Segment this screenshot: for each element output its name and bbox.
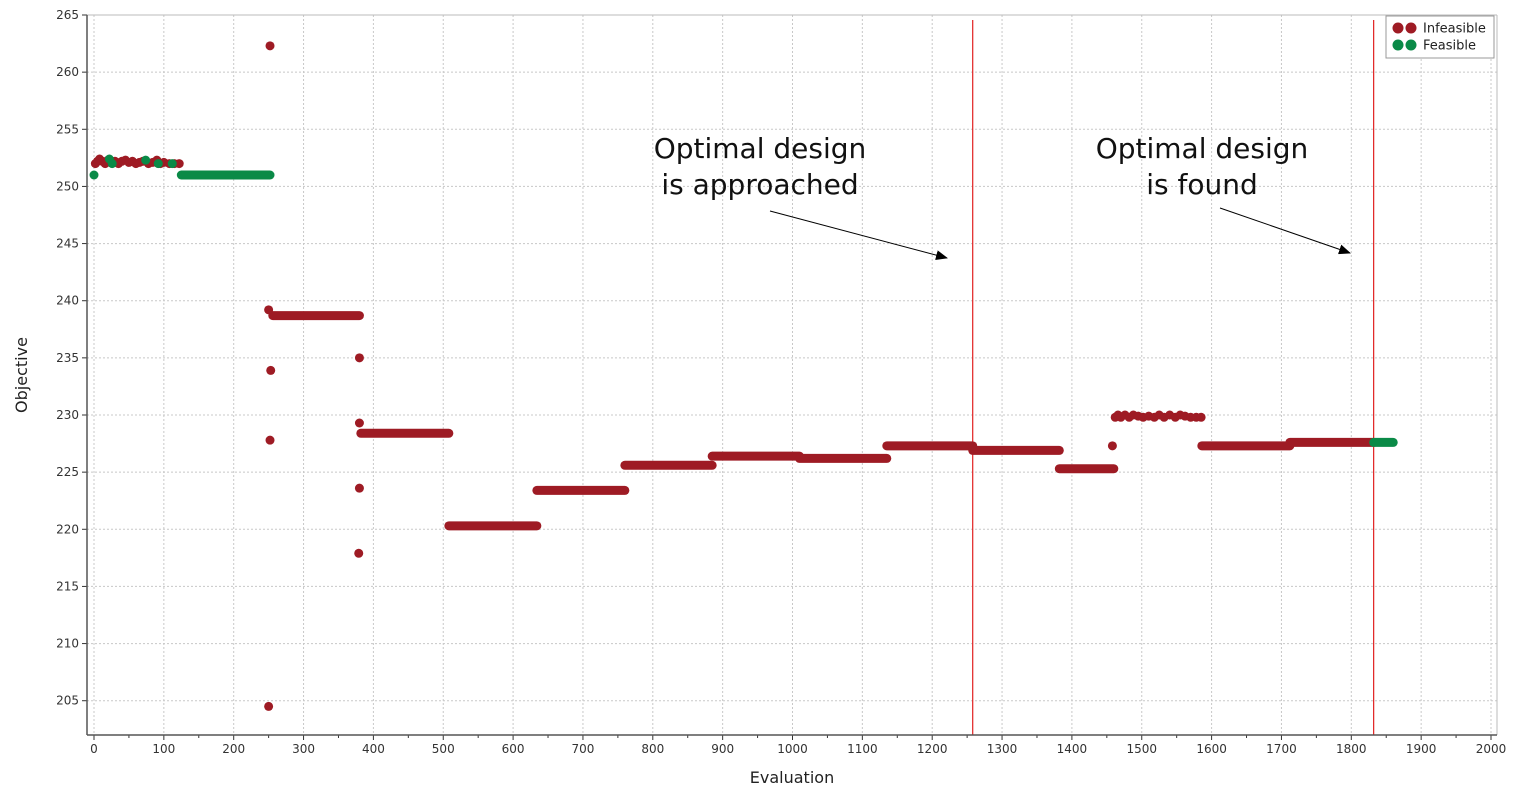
data-point-feasible <box>141 155 151 165</box>
data-point-infeasible <box>264 701 274 711</box>
x-tick-label: 300 <box>292 742 315 756</box>
grid <box>87 14 1498 735</box>
legend-marker-feasible <box>1405 39 1417 51</box>
y-tick-label: 250 <box>56 179 79 193</box>
data-point-infeasible <box>354 483 364 493</box>
data-series <box>89 41 1398 711</box>
data-point-infeasible <box>354 548 364 558</box>
x-tick-label: 500 <box>432 742 455 756</box>
vertical-markers <box>972 20 1375 735</box>
x-tick-label: 1900 <box>1406 742 1437 756</box>
annotation-text: Optimal design <box>1096 132 1309 165</box>
y-tick-label: 220 <box>56 522 79 536</box>
annotation-arrow <box>1219 207 1351 255</box>
y-tick-label: 215 <box>56 579 79 593</box>
x-tick-label: 1400 <box>1057 742 1088 756</box>
series-feasible <box>89 154 1398 447</box>
data-point-feasible <box>153 159 163 169</box>
x-tick-label: 600 <box>502 742 525 756</box>
x-tick-label: 1300 <box>987 742 1018 756</box>
data-point-feasible <box>167 159 177 169</box>
annotation-text: Optimal design <box>654 132 867 165</box>
data-point-infeasible <box>266 365 276 375</box>
annotation-arrow <box>769 210 948 261</box>
x-tick-label: 400 <box>362 742 385 756</box>
x-tick-label: 200 <box>222 742 245 756</box>
legend-label-infeasible: Infeasible <box>1423 22 1486 37</box>
x-tick-label: 1000 <box>777 742 808 756</box>
x-tick-label: 1100 <box>847 742 878 756</box>
y-tick-label: 230 <box>56 408 79 422</box>
y-tick-label: 225 <box>56 465 79 479</box>
legend-box <box>1385 15 1495 59</box>
data-point-infeasible <box>265 41 275 51</box>
x-tick-label: 0 <box>90 742 98 756</box>
y-tick-label: 235 <box>56 351 79 365</box>
x-tick-label: 700 <box>571 742 594 756</box>
x-tick-label: 1700 <box>1266 742 1297 756</box>
data-point-infeasible <box>174 159 184 169</box>
legend: Infeasible Feasible <box>1385 15 1495 59</box>
y-tick-label: 265 <box>56 8 79 22</box>
data-point-infeasible <box>1196 412 1206 422</box>
y-tick-label: 255 <box>56 122 79 136</box>
data-point-infeasible <box>264 305 274 315</box>
data-point-infeasible <box>354 353 364 363</box>
legend-marker-feasible <box>1392 39 1404 51</box>
y-tick-label: 240 <box>56 294 79 308</box>
y-tick-label: 245 <box>56 237 79 251</box>
data-point-feasible <box>89 170 99 180</box>
data-point-infeasible <box>354 418 364 428</box>
y-tick-label: 210 <box>56 637 79 651</box>
y-tick-label: 205 <box>56 694 79 708</box>
x-axis-title: Evaluation <box>750 768 834 787</box>
data-point-feasible <box>107 159 117 169</box>
data-point-infeasible <box>265 435 275 445</box>
x-tick-label: 900 <box>711 742 734 756</box>
legend-marker-infeasible <box>1392 22 1404 34</box>
annotation-text: is approached <box>661 168 858 201</box>
x-tick-label: 100 <box>152 742 175 756</box>
legend-marker-infeasible <box>1405 22 1417 34</box>
x-tick-label: 1800 <box>1336 742 1367 756</box>
x-tick-label: 1500 <box>1126 742 1157 756</box>
x-tick-label: 1200 <box>917 742 948 756</box>
axes: 0 100 200 300 400 500 600 700 800 900 1000 1100 1200… <box>56 8 1506 756</box>
annotation-text: is found <box>1146 168 1258 201</box>
x-tick-label: 1600 <box>1196 742 1227 756</box>
y-axis-title: Objective <box>12 337 31 413</box>
legend-label-feasible: Feasible <box>1423 39 1476 54</box>
x-tick-label: 2000 <box>1476 742 1507 756</box>
x-tick-label: 800 <box>641 742 664 756</box>
data-point-infeasible <box>1107 441 1117 451</box>
y-tick-label: 260 <box>56 65 79 79</box>
